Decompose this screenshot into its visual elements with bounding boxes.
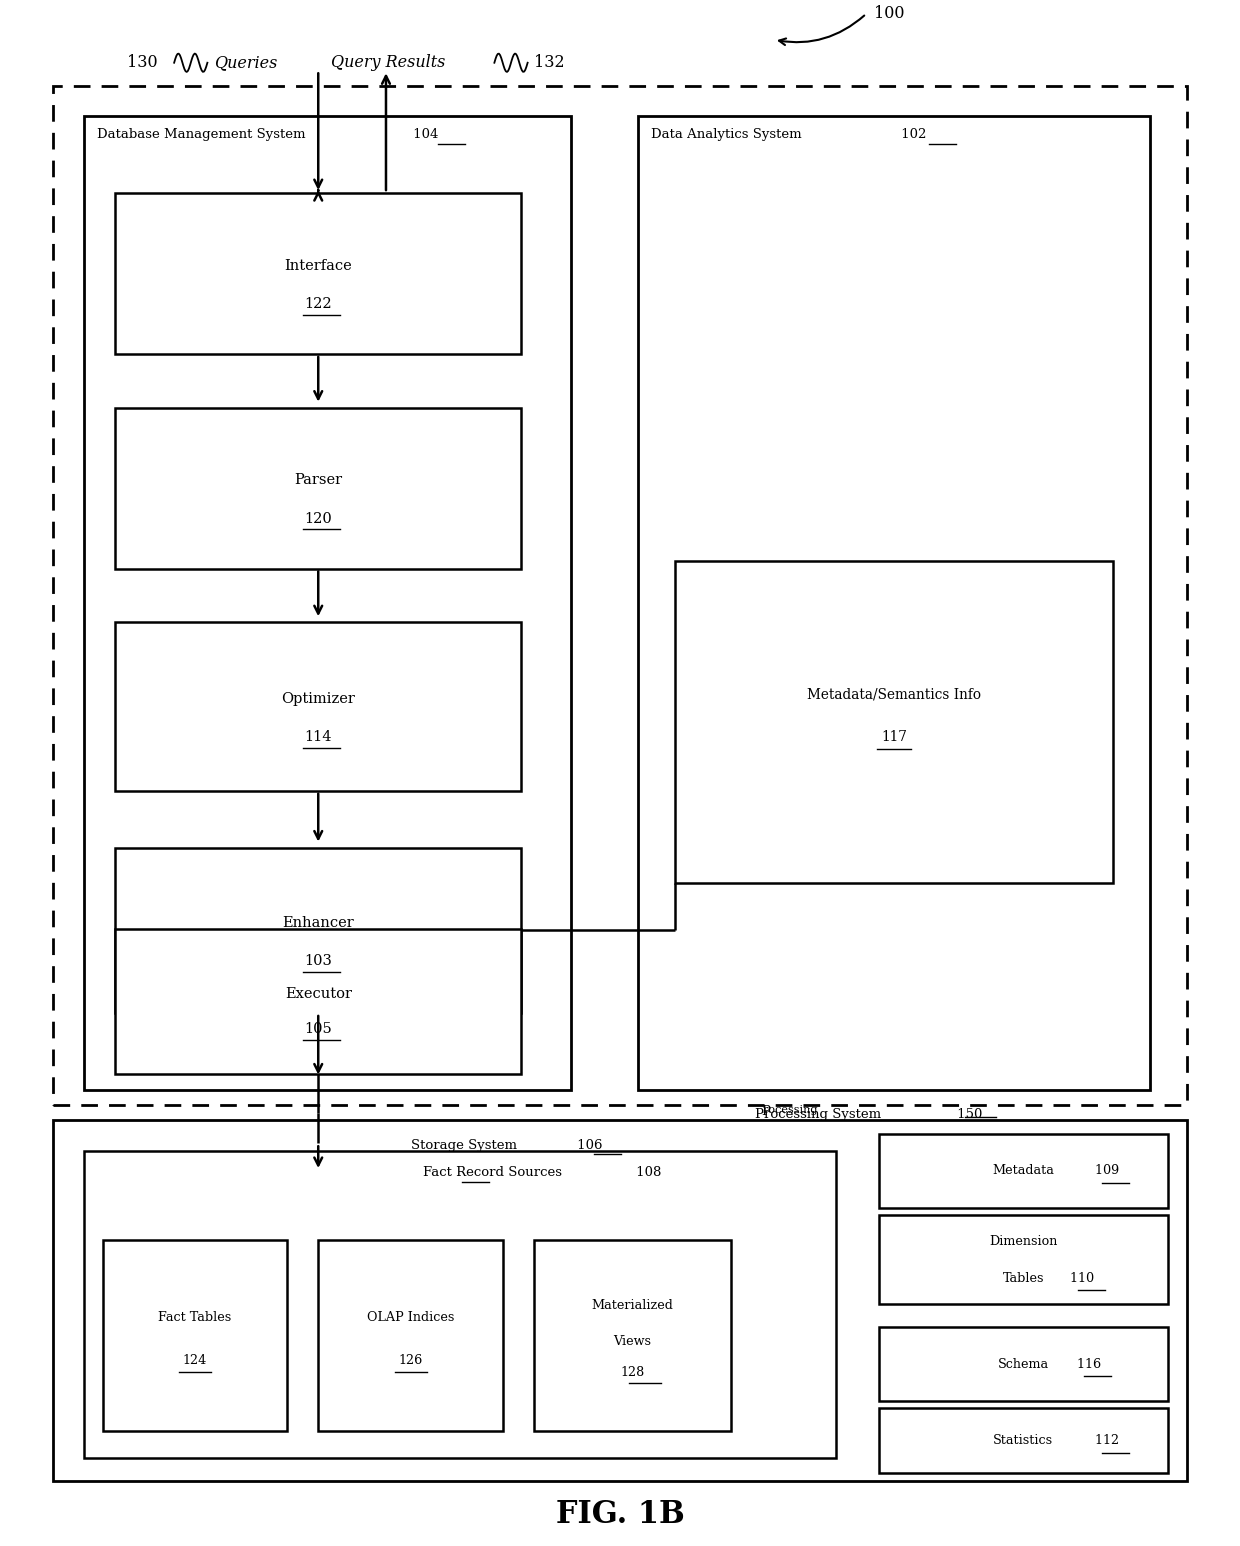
Text: 114: 114 [305, 730, 332, 744]
Text: 122: 122 [305, 297, 332, 311]
Text: Statistics: Statistics [993, 1435, 1054, 1447]
Text: 126: 126 [398, 1354, 423, 1367]
Text: 130: 130 [128, 54, 157, 71]
Text: 112: 112 [1091, 1435, 1120, 1447]
Text: Fact Record Sources: Fact Record Sources [423, 1166, 562, 1180]
Text: FIG. 1B: FIG. 1B [556, 1498, 684, 1529]
Text: Views: Views [614, 1336, 651, 1348]
Text: 120: 120 [304, 512, 332, 526]
Bar [53, 1121, 1187, 1481]
Text: Query Results: Query Results [331, 54, 445, 71]
Bar [879, 1328, 1168, 1401]
Text: Parser: Parser [294, 473, 342, 487]
Text: 109: 109 [1091, 1164, 1120, 1178]
Bar [115, 193, 522, 354]
Bar [84, 1150, 836, 1458]
Text: 124: 124 [184, 1354, 207, 1367]
Text: Storage System: Storage System [410, 1139, 517, 1152]
Bar [84, 116, 570, 1090]
Text: 128: 128 [620, 1367, 645, 1379]
Bar [115, 621, 522, 792]
Text: 150: 150 [952, 1108, 982, 1121]
Bar [533, 1240, 730, 1432]
Text: Tables: Tables [1003, 1272, 1044, 1285]
Text: OLAP Indices: OLAP Indices [367, 1311, 454, 1323]
Text: P: P [761, 1105, 770, 1118]
Text: Queries: Queries [213, 54, 277, 71]
Bar [676, 561, 1112, 883]
Bar [115, 408, 522, 569]
Text: 110: 110 [1066, 1272, 1095, 1285]
Text: Materialized: Materialized [591, 1299, 673, 1311]
Text: Executor: Executor [285, 986, 352, 1000]
Text: Processing System: Processing System [755, 1108, 882, 1121]
Bar [879, 1215, 1168, 1305]
Bar [103, 1240, 288, 1432]
Text: Fact Tables: Fact Tables [159, 1311, 232, 1323]
Bar [639, 116, 1149, 1090]
Bar [115, 929, 522, 1074]
Text: 104: 104 [409, 128, 439, 141]
Text: Interface: Interface [284, 258, 352, 272]
Text: 102: 102 [897, 128, 926, 141]
Bar [115, 847, 522, 1013]
Text: 105: 105 [304, 1022, 332, 1036]
Bar [879, 1408, 1168, 1473]
Text: Database Management System: Database Management System [97, 128, 305, 141]
Text: 132: 132 [533, 54, 564, 71]
Text: Metadata: Metadata [992, 1164, 1054, 1178]
Text: 108: 108 [632, 1166, 662, 1180]
Text: Schema: Schema [998, 1357, 1049, 1371]
Text: 103: 103 [304, 954, 332, 968]
Text: 117: 117 [882, 730, 906, 744]
Bar [53, 85, 1187, 1105]
Text: Optimizer: Optimizer [281, 691, 355, 707]
Text: Enhancer: Enhancer [283, 915, 355, 929]
Bar [319, 1240, 503, 1432]
Text: Dimension: Dimension [990, 1235, 1058, 1248]
Text: 100: 100 [874, 5, 904, 22]
Text: Data Analytics System: Data Analytics System [651, 128, 801, 141]
Text: 116: 116 [1073, 1357, 1101, 1371]
Bar [879, 1135, 1168, 1207]
Text: Metadata/Semantics Info: Metadata/Semantics Info [807, 688, 981, 702]
Text: rocessing: rocessing [763, 1105, 821, 1115]
Text: 106: 106 [573, 1139, 603, 1152]
